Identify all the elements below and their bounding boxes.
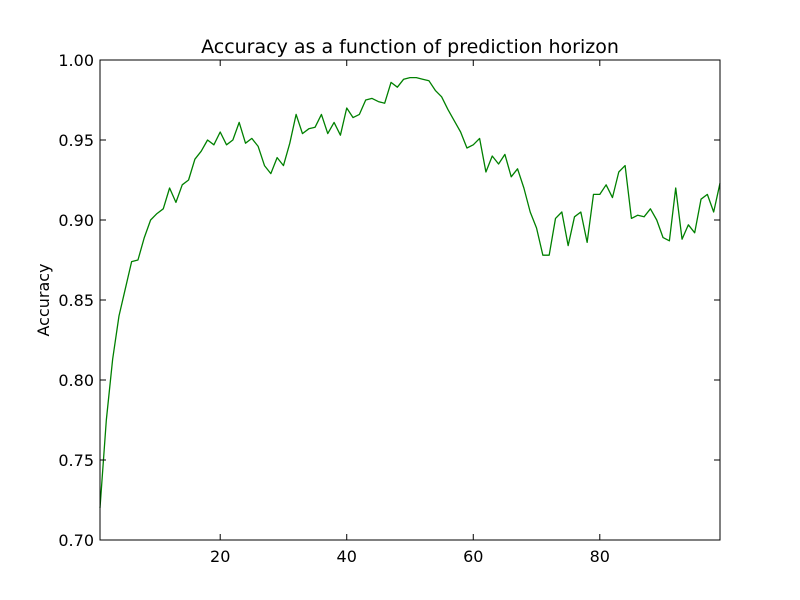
y-tick-label: 0.80 <box>58 371 94 390</box>
x-tick-label: 20 <box>210 547 230 566</box>
chart-title: Accuracy as a function of prediction hor… <box>201 36 619 58</box>
plot-area: 20 40 60 80 0.70 0.75 0.80 0.85 0.90 0.95 1.00 <box>58 51 721 566</box>
y-tick-label: 1.00 <box>58 51 94 70</box>
x-tick-label: 40 <box>337 547 357 566</box>
y-axis-label: Accuracy <box>34 263 53 336</box>
plot-frame <box>99 59 721 541</box>
y-tick-label: 0.75 <box>58 451 94 470</box>
y-tick-label: 0.70 <box>58 531 94 550</box>
y-tick-label: 0.85 <box>58 291 94 310</box>
y-tick-label: 0.95 <box>58 131 94 150</box>
x-tick-label: 80 <box>590 547 610 566</box>
x-tick-label: 60 <box>463 547 483 566</box>
series-line-0 <box>99 76 721 509</box>
y-tick-label: 0.90 <box>58 211 94 230</box>
